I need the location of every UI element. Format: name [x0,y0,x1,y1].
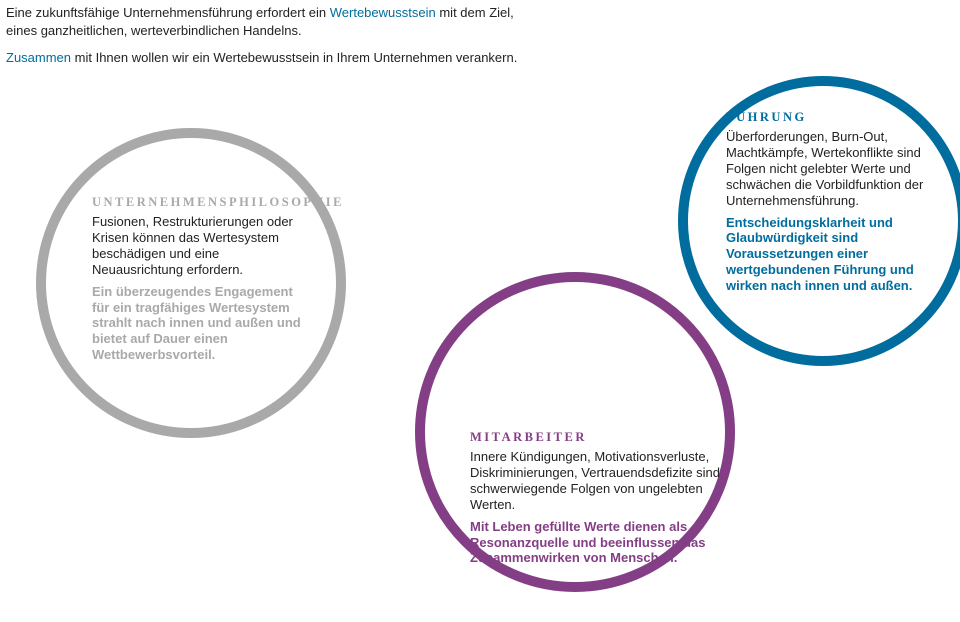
heading-mitarbeiter: Mitarbeiter [470,430,720,445]
block-mitarbeiter: Mitarbeiter Innere Kündigungen, Motivati… [470,430,720,572]
blue-p1: Überforderungen, Burn-Out, Machtkämpfe, … [726,129,946,208]
heading-fuehrung: Führung [726,110,946,125]
purple-p1: Innere Kündigungen, Motivationsverluste,… [470,449,720,512]
gray-p2-emphasis: Ein überzeugendes Engagement für ein tra… [92,284,302,363]
intro-p1-a: Eine zukunftsfähige Unternehmensführung … [6,5,330,20]
heading-unternehmensphilosophie: Unternehmensphilosophie [92,195,302,210]
blue-p2-emphasis: Entscheidungsklarheit und Glaubwürdigkei… [726,215,946,294]
intro-paragraph-2: Zusammen mit Ihnen wollen wir ein Werteb… [6,49,526,67]
intro-p1-highlight: Wertebewusstsein [330,5,436,20]
gray-p1: Fusionen, Restrukturierungen oder Krisen… [92,214,302,277]
block-unternehmensphilosophie: Unternehmensphilosophie Fusionen, Restru… [92,195,302,369]
block-fuehrung: Führung Überforderungen, Burn-Out, Macht… [726,110,946,300]
intro-text: Eine zukunftsfähige Unternehmensführung … [6,4,526,77]
intro-p2-highlight: Zusammen [6,50,71,65]
intro-paragraph-1: Eine zukunftsfähige Unternehmensführung … [6,4,526,39]
intro-p2-b: mit Ihnen wollen wir ein Wertebewusstsei… [71,50,517,65]
purple-p2-emphasis: Mit Leben gefüllte Werte dienen als Reso… [470,519,720,567]
